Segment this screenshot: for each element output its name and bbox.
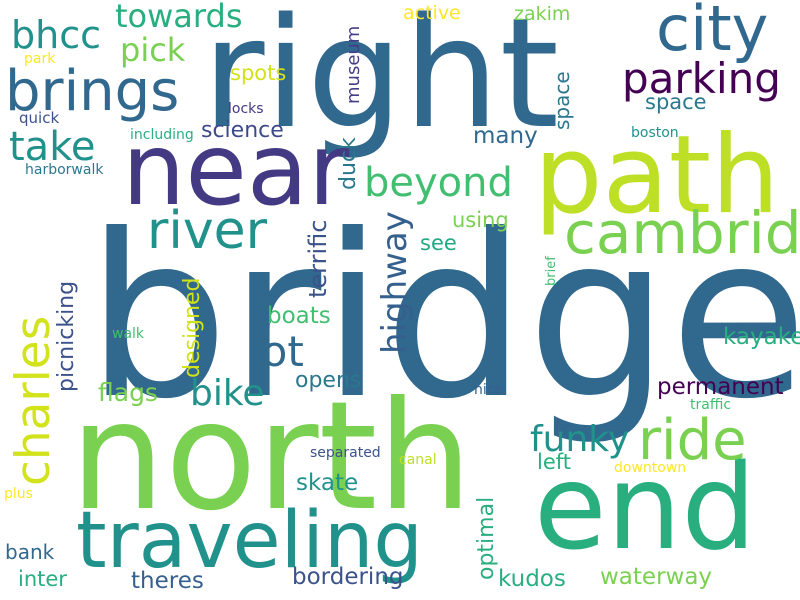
word-onto: brief [544, 256, 559, 286]
word-separated: downtown [614, 460, 687, 476]
word-towards: towards [115, 0, 243, 35]
word-active: spots [230, 61, 287, 85]
word-left: kayakers [723, 324, 800, 350]
word-skate: skate [296, 470, 359, 496]
word-inter: zakim [514, 3, 571, 25]
word-walk: boston [631, 125, 679, 141]
word-city: city [656, 0, 769, 65]
word-including: harborwalk [25, 162, 104, 178]
word-lot: lot [250, 327, 304, 376]
word-take: take [9, 124, 96, 170]
word-beyond: beyond [364, 160, 513, 206]
word-locks: including [130, 127, 194, 143]
word-boats: boats [267, 303, 331, 329]
word-charles: cambridge [564, 199, 800, 267]
word-bank: inter [18, 567, 67, 591]
word-using: left [537, 450, 572, 474]
word-kudos: kudos [498, 566, 566, 592]
word-theres: theres [131, 568, 204, 594]
word-waterway: waterway [600, 564, 713, 590]
word-brief: plus [4, 486, 33, 502]
word-flags: flags [98, 378, 158, 407]
word-many: many [473, 123, 538, 149]
word-downtown: traffic [690, 397, 732, 413]
word-museum: museum [343, 25, 364, 104]
word-see: using [452, 208, 509, 232]
word-brings: brings [5, 59, 180, 124]
word-terrific: terrific [304, 219, 332, 298]
word-ride: ride [638, 408, 747, 473]
word-bordering: bordering [292, 564, 404, 590]
word-right: right [202, 0, 560, 162]
word-harborwalk: quick [19, 109, 60, 127]
word-river: river [147, 201, 267, 261]
word-park: bank [5, 540, 55, 564]
word-picnicking: picnicking [54, 280, 79, 392]
word-bhcc: bhcc [11, 13, 101, 57]
word-space-vertical: space [550, 71, 574, 130]
word-parking: parking [622, 54, 781, 103]
word-path: path [534, 113, 780, 238]
word-plus: canal [399, 452, 437, 468]
word-zakim: active [403, 2, 461, 24]
word-duck: duck [336, 137, 361, 190]
word-near: near [122, 111, 350, 228]
word-permanent: permanent [657, 374, 784, 400]
word-canal: separated [310, 445, 381, 461]
word-opens: opens [295, 368, 362, 393]
word-optimal: optimal [474, 496, 499, 580]
word-highway: highway [375, 211, 415, 354]
word-science: science [201, 118, 284, 143]
word-funky: funky [530, 419, 630, 460]
word-traveling: traveling [76, 496, 423, 586]
word-nice: walk [112, 326, 145, 342]
word-kayakers: space [645, 90, 707, 114]
word-bridge: bridge [86, 187, 800, 449]
word-spots: see [420, 231, 457, 255]
word-end: end [534, 438, 757, 576]
word-north: north [70, 370, 473, 544]
word-boston: locks [228, 101, 264, 117]
word-bike: bike [190, 373, 265, 414]
word-cambridge: charles [6, 315, 61, 486]
word-pick: pick [120, 31, 186, 69]
word-quick: park [24, 51, 56, 67]
word-traffic: nice [474, 382, 504, 398]
word-designed: designed [180, 277, 205, 378]
